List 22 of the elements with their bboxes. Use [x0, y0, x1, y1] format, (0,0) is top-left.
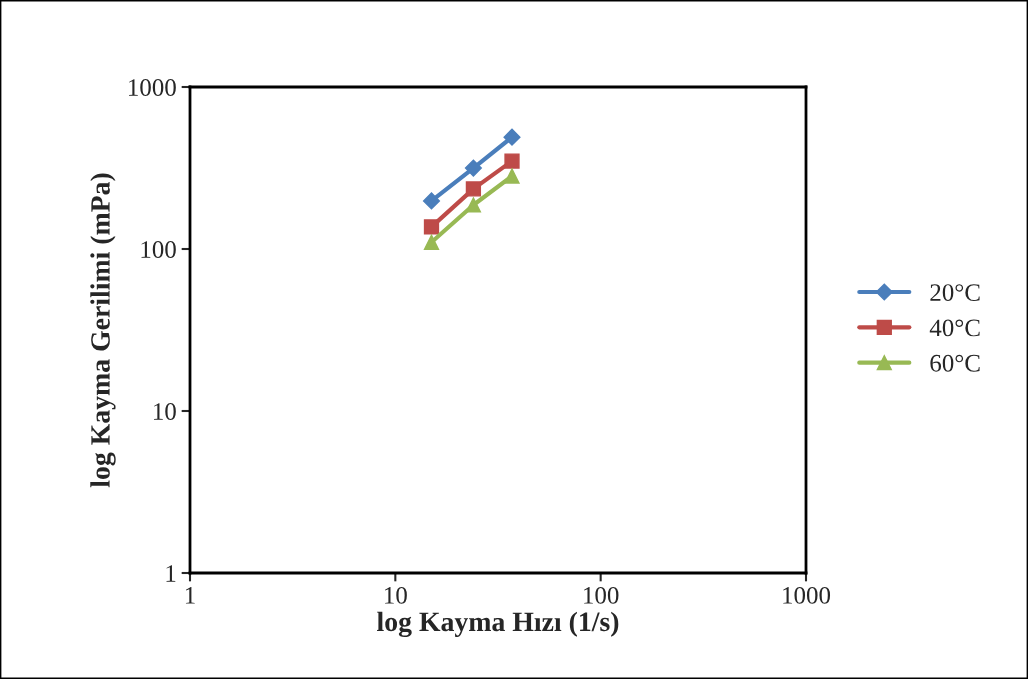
- legend-label: 60°C: [930, 354, 980, 372]
- y-tick-label: 10: [154, 403, 176, 420]
- y-axis-title: log Kayma Gerilimi (mPa): [90, 173, 116, 488]
- point: [464, 159, 482, 177]
- point: [422, 192, 441, 210]
- legend-label: 40°C: [929, 319, 980, 337]
- point: [465, 181, 482, 197]
- x-tick-label: 1: [185, 587, 195, 604]
- point: [504, 168, 520, 184]
- y-tick-label: 1: [166, 565, 176, 582]
- point: [423, 234, 440, 250]
- point: [504, 153, 520, 169]
- legend-label: 20°C: [930, 284, 980, 302]
- x-axis-title: log Kayma Hızı (1/s): [377, 611, 619, 638]
- y-tick-label: 100: [141, 241, 176, 258]
- y-tick-label: 1000: [129, 79, 176, 96]
- point: [423, 219, 440, 235]
- x-tick-label: 100: [584, 586, 619, 604]
- point: [465, 197, 482, 213]
- point: [503, 128, 521, 146]
- x-tick-label: 1000: [783, 586, 831, 604]
- x-tick-label: 10: [385, 586, 407, 604]
